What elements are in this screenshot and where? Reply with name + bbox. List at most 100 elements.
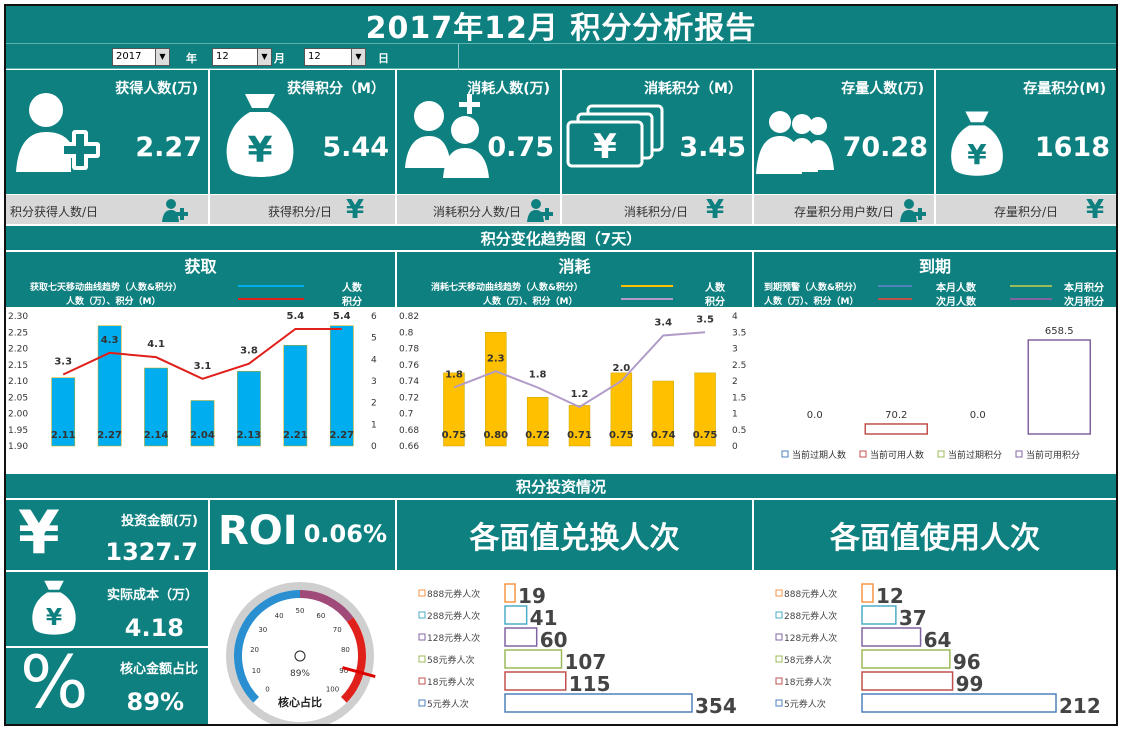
kpi-label: 消耗积分（M） xyxy=(644,81,742,97)
bar xyxy=(504,649,563,669)
svg-text:¥: ¥ xyxy=(46,603,62,631)
bar xyxy=(861,671,954,691)
legend-swatch xyxy=(418,589,426,597)
panel-title-consume: 消耗 xyxy=(397,252,752,277)
category-label: 18元券人次 xyxy=(427,676,474,688)
kpi-label: 获得人数(万) xyxy=(115,81,198,97)
legend-swatch xyxy=(418,699,426,707)
legend-line1: 到期预警（人数&积分） xyxy=(764,283,862,293)
y2-tick-label: 0 xyxy=(732,442,738,452)
chevron-down-icon: ▼ xyxy=(351,49,365,65)
legend-swatch xyxy=(781,450,789,458)
gauge-hub xyxy=(294,650,306,662)
legend-series-d: 次月积分 xyxy=(1064,297,1104,308)
legend-label: 当前过期人数 xyxy=(792,449,846,461)
y-tick-label: 2.20 xyxy=(8,345,28,355)
legend-label: 当前可用人数 xyxy=(870,449,924,461)
legend-swatch xyxy=(1010,285,1052,287)
add-user-icon xyxy=(900,198,930,225)
line-value-label: 5.4 xyxy=(333,311,351,322)
day-label: 日 xyxy=(378,52,389,65)
gauge-ring xyxy=(226,582,374,724)
y2-tick-label: 4 xyxy=(371,355,377,365)
y-tick-label: 0.66 xyxy=(399,442,419,452)
percent-icon: % xyxy=(20,640,89,724)
legend-consume: 消耗七天移动曲线趋势（人数&积分） 人数（万）、积分（M） 人数 积分 xyxy=(397,277,752,308)
bar-value-label: 2.27 xyxy=(97,430,122,441)
gauge-tick-label: 70 xyxy=(333,626,342,634)
legend-swatch xyxy=(878,298,912,300)
legend-line2: 人数（万）、积分（M） xyxy=(764,297,859,307)
invest-cost-label: 实际成本（万） xyxy=(106,588,198,603)
bar-value-label: 2.13 xyxy=(237,430,262,441)
bar-value-label: 2.21 xyxy=(283,430,308,441)
kpi-label: 消耗人数(万) xyxy=(467,81,550,97)
bar xyxy=(144,367,168,447)
line-value-label: 4.1 xyxy=(147,339,165,350)
kpi-value: 0.75 xyxy=(487,132,554,163)
bar xyxy=(652,380,674,447)
day-select[interactable]: 12 ▼ xyxy=(304,48,366,66)
category-label: 58元券人次 xyxy=(427,654,474,666)
kpi-label: 存量人数(万) xyxy=(841,81,924,97)
roi-value: 0.06% xyxy=(303,520,387,548)
bar-value-label: 2.04 xyxy=(190,430,215,441)
bar xyxy=(443,372,465,447)
y-tick-label: 0.82 xyxy=(399,312,419,322)
gauge-tick-label: 40 xyxy=(275,612,284,620)
kpi-sub-label: 存量积分用户数/日 xyxy=(794,205,895,219)
bar xyxy=(504,627,538,647)
crowd-icon xyxy=(756,110,836,178)
bar-value-label: 0.75 xyxy=(442,430,467,441)
date-bar: 2017 ▼ 年 12 ▼ 月 12 ▼ 日 xyxy=(6,43,1116,70)
svg-text:¥: ¥ xyxy=(247,130,272,171)
bar-value-label: 99 xyxy=(956,672,984,696)
legend-swatch xyxy=(775,677,783,685)
gauge-tick-label: 20 xyxy=(250,646,259,654)
line-value-label: 3.3 xyxy=(54,357,72,368)
line-value-label: 2.0 xyxy=(612,363,630,374)
y2-tick-label: 4 xyxy=(732,312,738,322)
legend-swatch xyxy=(775,655,783,663)
y-tick-label: 0.72 xyxy=(399,393,419,403)
bar-value-label: 19 xyxy=(518,584,546,608)
category-label: 888元券人次 xyxy=(427,588,480,600)
yuan-bills-icon: ¥ xyxy=(566,104,666,174)
month-select[interactable]: 12 ▼ xyxy=(212,48,272,66)
kpi-sub-label: 消耗积分人数/日 xyxy=(433,205,522,219)
add-user-icon xyxy=(527,198,557,225)
y-tick-label: 0.8 xyxy=(399,328,414,338)
year-select[interactable]: 2017 ▼ xyxy=(112,48,170,66)
use-title: 各面值使用人次 xyxy=(754,500,1116,570)
invest-amount-card: ¥ 投资金额(万) 1327.7 xyxy=(6,498,208,570)
bar xyxy=(610,372,633,447)
legend-line2: 人数（万）、积分（M） xyxy=(66,297,161,307)
invest-amount-value: 1327.7 xyxy=(105,538,198,566)
category-label: 58元券人次 xyxy=(784,654,831,666)
group-add-icon xyxy=(403,90,495,184)
bar-value-label: 96 xyxy=(953,650,981,674)
category-label: 288元券人次 xyxy=(784,610,837,622)
kpi-sub-label: 消耗积分/日 xyxy=(624,205,689,219)
exchange-title-text: 各面值兑换人次 xyxy=(469,521,680,556)
gauge-tick-label: 50 xyxy=(296,607,305,615)
yuan-bag-icon: ¥ xyxy=(946,108,1008,184)
dashboard-frame xyxy=(4,4,1118,726)
kpi-card-stock-points: ¥ 存量积分(M) 1618 xyxy=(936,70,1116,194)
y-tick-label: 2.05 xyxy=(8,393,28,403)
bar xyxy=(485,332,507,447)
bar xyxy=(864,423,928,435)
legend-swatch xyxy=(238,298,304,300)
page-title: 2017年12月 积分分析报告 xyxy=(6,6,1116,46)
line-value-label: 3.5 xyxy=(696,314,714,325)
y2-tick-label: 1 xyxy=(732,410,738,420)
chart-exchange: 888元券人次 19 288元券人次 41 128元券人次 60 58元券人次 107 18元券… xyxy=(418,583,737,718)
y-tick-label: 0.76 xyxy=(399,361,419,371)
legend-swatch xyxy=(418,633,426,641)
bar-value-label: 60 xyxy=(540,628,568,652)
kpi-label: 获得积分（M） xyxy=(287,81,385,97)
bar-value-label: 2.27 xyxy=(329,430,354,441)
legend-series-1: 人数 xyxy=(342,283,362,294)
legend-swatch xyxy=(937,450,945,458)
yuan-icon: ¥ xyxy=(1086,195,1105,225)
